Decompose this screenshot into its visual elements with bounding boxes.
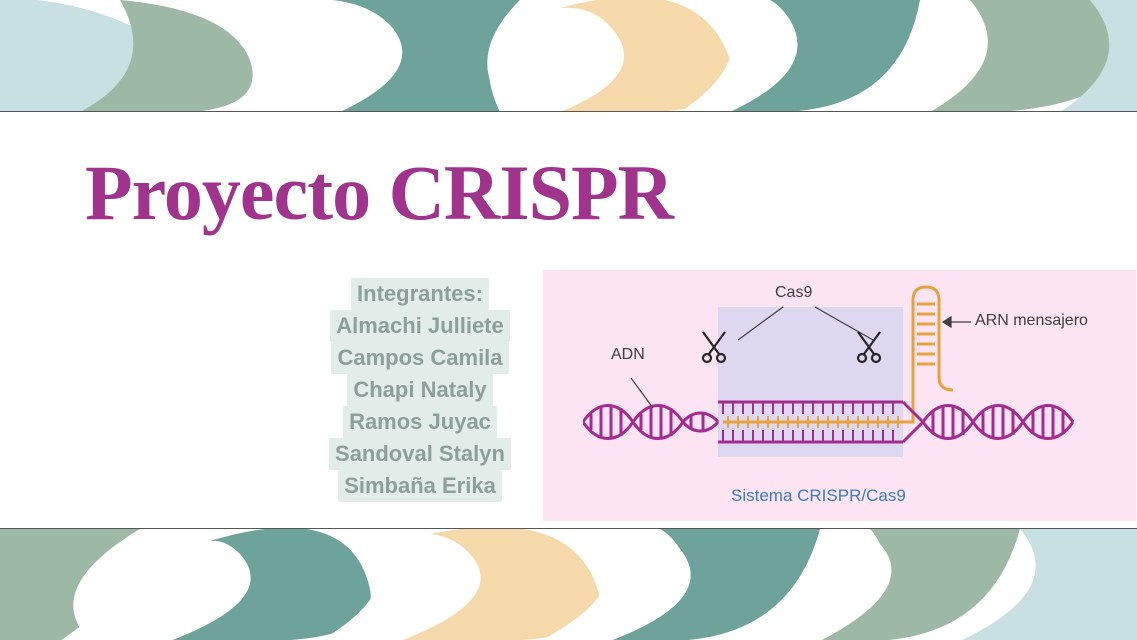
label-adn: ADN (611, 346, 645, 364)
crispr-diagram-panel: ADN Cas9 ARN mensajero Sistema CRISPR/Ca… (543, 270, 1136, 521)
pattern-bottom (0, 528, 1137, 640)
label-cas9: Cas9 (775, 284, 812, 302)
member-name: Campos Camila (331, 342, 508, 374)
page-title: Proyecto CRISPR (85, 148, 673, 238)
pattern-top-svg (0, 0, 1137, 112)
members-box: Integrantes: Almachi Julliete Campos Cam… (320, 278, 520, 502)
dna-helix-right (903, 402, 1073, 442)
member-name: Ramos Juyac (343, 406, 497, 438)
members-heading: Integrantes: (351, 278, 489, 310)
member-name: Chapi Nataly (347, 374, 492, 406)
label-arn: ARN mensajero (975, 312, 1088, 330)
member-name: Almachi Julliete (330, 310, 510, 342)
pattern-top (0, 0, 1137, 112)
slide: Proyecto CRISPR Integrantes: Almachi Jul… (0, 0, 1137, 640)
cas9-box (718, 307, 903, 457)
member-name: Simbaña Erika (338, 470, 502, 502)
member-name: Sandoval Stalyn (329, 438, 511, 470)
pattern-bottom-svg (0, 529, 1137, 640)
arn-arrow (943, 317, 971, 327)
dna-helix-left (583, 406, 718, 439)
diagram-caption: Sistema CRISPR/Cas9 (731, 486, 906, 506)
content-band: Proyecto CRISPR Integrantes: Almachi Jul… (0, 113, 1137, 527)
